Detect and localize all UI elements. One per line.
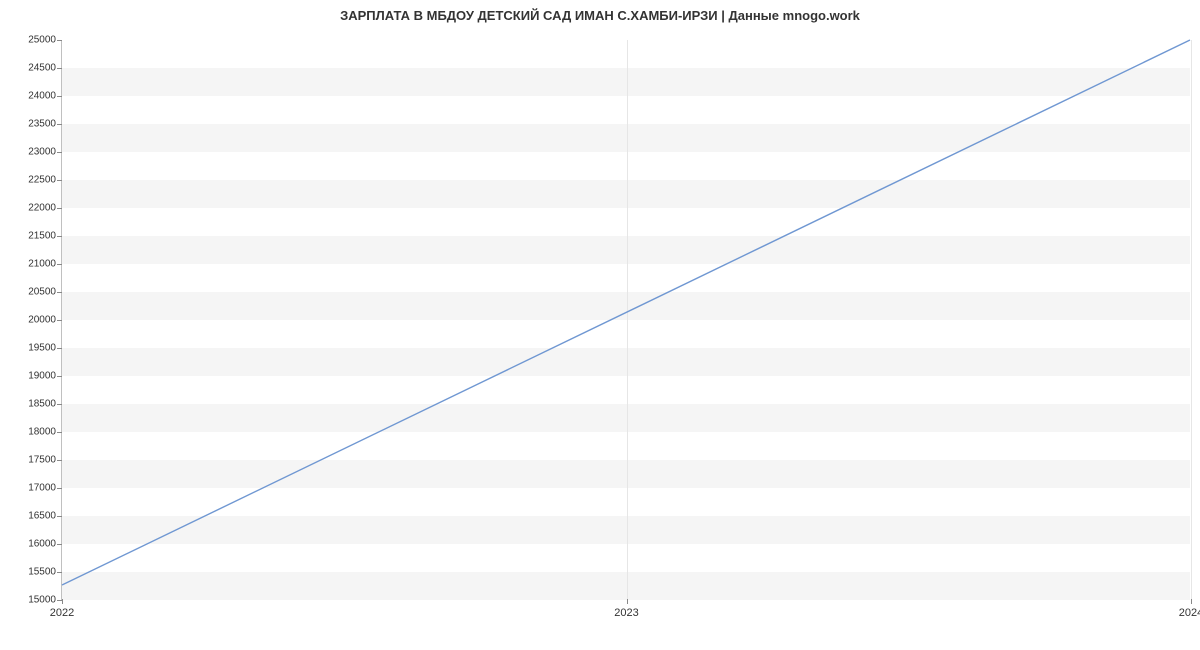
y-tick-label: 22500 — [28, 175, 62, 186]
y-tick-label: 15500 — [28, 567, 62, 578]
chart-title: ЗАРПЛАТА В МБДОУ ДЕТСКИЙ САД ИМАН С.ХАМБ… — [0, 0, 1200, 23]
x-grid-line — [1191, 40, 1192, 599]
y-tick-label: 16500 — [28, 511, 62, 522]
x-tick-label: 2022 — [50, 599, 74, 619]
salary-line-chart: ЗАРПЛАТА В МБДОУ ДЕТСКИЙ САД ИМАН С.ХАМБ… — [0, 0, 1200, 650]
plot-area: 1500015500160001650017000175001800018500… — [61, 40, 1190, 600]
y-tick-label: 17000 — [28, 483, 62, 494]
y-tick-label: 18500 — [28, 399, 62, 410]
y-tick-label: 18000 — [28, 427, 62, 438]
y-tick-label: 25000 — [28, 35, 62, 46]
y-tick-label: 16000 — [28, 539, 62, 550]
y-tick-label: 21500 — [28, 231, 62, 242]
y-tick-label: 20500 — [28, 287, 62, 298]
y-tick-label: 24500 — [28, 63, 62, 74]
y-tick-label: 23500 — [28, 119, 62, 130]
y-tick-label: 22000 — [28, 203, 62, 214]
salary-line — [62, 40, 1190, 585]
y-tick-label: 17500 — [28, 455, 62, 466]
y-tick-label: 24000 — [28, 91, 62, 102]
line-series — [62, 40, 1190, 599]
y-tick-label: 20000 — [28, 315, 62, 326]
x-tick-label: 2024 — [1179, 599, 1200, 619]
y-tick-label: 19000 — [28, 371, 62, 382]
x-tick-label: 2023 — [614, 599, 638, 619]
y-tick-label: 21000 — [28, 259, 62, 270]
y-tick-label: 23000 — [28, 147, 62, 158]
y-tick-label: 19500 — [28, 343, 62, 354]
